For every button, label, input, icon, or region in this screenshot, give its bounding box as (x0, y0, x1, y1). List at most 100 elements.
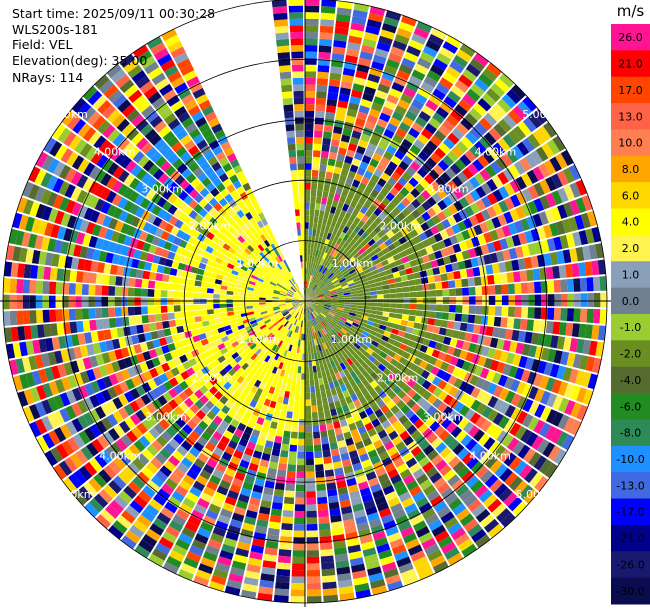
velocity-gate (161, 313, 168, 321)
velocity-gate (43, 267, 51, 280)
velocity-gate (325, 112, 335, 120)
velocity-gate (434, 319, 442, 327)
velocity-gate (10, 311, 17, 326)
velocity-gate (534, 307, 541, 319)
velocity-gate (233, 303, 240, 307)
velocity-gate (307, 530, 319, 537)
velocity-gate (288, 0, 303, 6)
velocity-gate (321, 562, 334, 570)
velocity-gate (271, 508, 282, 516)
velocity-gate (213, 304, 220, 309)
velocity-gate (128, 288, 135, 297)
velocity-gate (325, 469, 334, 477)
velocity-gate (447, 321, 455, 329)
velocity-gate (305, 347, 308, 354)
velocity-gate (49, 310, 56, 323)
velocity-gate (329, 152, 337, 160)
velocity-gate (283, 510, 294, 517)
velocity-gate (221, 281, 228, 286)
velocity-gate (526, 319, 534, 331)
velocity-gate (306, 511, 317, 518)
velocity-gate (49, 296, 56, 308)
velocity-gate (193, 293, 200, 299)
velocity-gate (312, 412, 318, 419)
velocity-gate (494, 274, 502, 284)
velocity-gate (108, 297, 115, 307)
velocity-gate (289, 12, 303, 19)
velocity-gate (23, 280, 30, 294)
velocity-gate (286, 477, 295, 484)
velocity-gate (357, 305, 364, 308)
velocity-gate (567, 308, 574, 321)
velocity-gate (279, 543, 291, 550)
velocity-gate (449, 305, 456, 312)
velocity-gate (389, 313, 396, 318)
velocity-gate (200, 287, 207, 293)
velocity-gate (547, 308, 554, 320)
velocity-gate (284, 424, 291, 431)
velocity-gate (227, 286, 234, 291)
velocity-gate (323, 450, 331, 458)
velocity-gate (300, 399, 305, 406)
velocity-gate (305, 71, 316, 78)
velocity-gate (321, 197, 327, 204)
velocity-gate (298, 432, 305, 439)
velocity-gate (323, 456, 332, 464)
velocity-gate (214, 313, 221, 318)
velocity-gate (82, 284, 89, 295)
velocity-gate (281, 383, 287, 390)
velocity-gate (297, 458, 305, 465)
velocity-gate (220, 308, 227, 313)
velocity-gate (308, 242, 311, 249)
velocity-gate (305, 91, 315, 98)
velocity-gate (397, 304, 404, 309)
velocity-gate (286, 131, 295, 138)
velocity-gate (377, 307, 384, 311)
velocity-gate (203, 326, 211, 333)
velocity-gate (573, 278, 580, 292)
velocity-gate (561, 294, 568, 307)
velocity-gate (319, 39, 332, 47)
velocity-gate (306, 393, 311, 400)
velocity-gate (294, 203, 299, 210)
velocity-gate (75, 296, 82, 307)
velocity-gate (329, 402, 336, 410)
velocity-gate (36, 310, 43, 323)
velocity-gate (390, 288, 397, 293)
velocity-gate (143, 324, 151, 333)
velocity-gate (56, 296, 63, 308)
velocity-gate (292, 71, 303, 78)
velocity-gate (275, 32, 288, 40)
velocity-gate (455, 279, 462, 287)
velocity-gate (475, 306, 482, 315)
velocity-gate (56, 282, 63, 294)
velocity-gate (568, 294, 575, 307)
velocity-gate (552, 322, 560, 335)
velocity-gate (259, 302, 266, 304)
velocity-gate (322, 144, 330, 152)
velocity-gate (535, 294, 542, 305)
velocity-gate (291, 432, 298, 439)
velocity-gate (327, 199, 333, 207)
velocity-gate (275, 402, 282, 410)
velocity-gate (520, 319, 528, 330)
velocity-gate (293, 412, 299, 419)
velocity-gate (594, 293, 601, 307)
velocity-gate (142, 315, 149, 323)
velocity-gate (317, 405, 323, 412)
velocity-gate (147, 289, 154, 297)
velocity-gate (297, 229, 301, 236)
velocity-gate (320, 424, 327, 431)
velocity-gate (291, 576, 305, 583)
velocity-gate (282, 91, 293, 98)
velocity-gate (283, 431, 290, 438)
velocity-gate (296, 478, 305, 485)
velocity-gate (330, 146, 339, 154)
velocity-gate (311, 183, 317, 190)
velocity-gate (213, 294, 220, 299)
velocity-gate (573, 308, 580, 322)
velocity-gate (305, 45, 317, 52)
velocity-gate (259, 298, 266, 300)
velocity-gate (344, 302, 351, 304)
